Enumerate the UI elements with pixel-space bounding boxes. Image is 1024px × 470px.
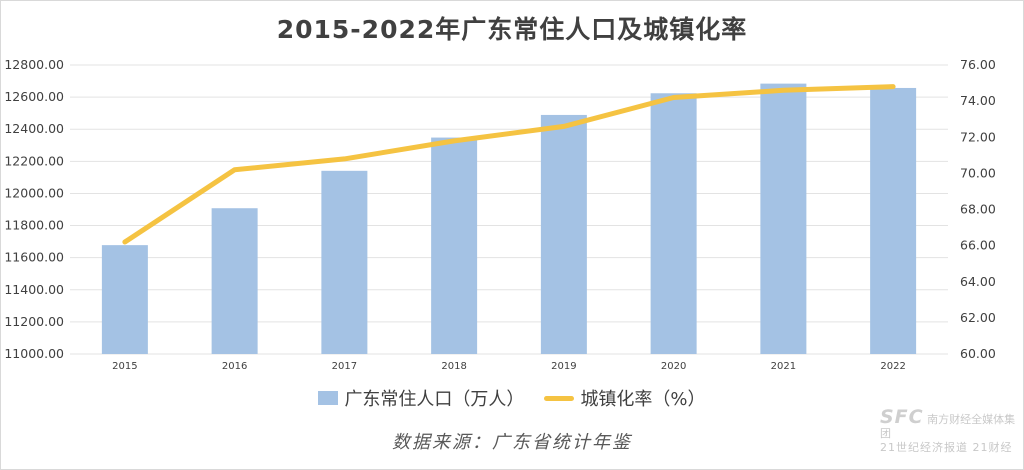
right-axis-ticks: 60.00 62.00 64.00 66.00 68.00 70.00 72.00 74.00… <box>960 57 996 361</box>
right-tick-label: 76.00 <box>960 57 996 72</box>
left-tick-label: 11400.00 <box>4 282 64 297</box>
left-tick-label: 11200.00 <box>4 314 64 329</box>
legend-label-urbanization: 城镇化率（%） <box>580 389 706 410</box>
x-tick-label: 2020 <box>661 361 686 372</box>
left-tick-label: 11800.00 <box>4 218 64 233</box>
legend: 广东常住人口（万人） 城镇化率（%） <box>0 384 1024 412</box>
watermark-logo-text: SFC <box>880 406 924 428</box>
legend-swatch-line <box>544 395 575 401</box>
gridlines <box>70 64 948 355</box>
chart-title: 2015-2022年广东常住人口及城镇化率 <box>276 15 748 44</box>
population-bars <box>101 83 917 355</box>
right-tick-label: 72.00 <box>960 129 996 144</box>
watermark-logo: SFC 南方财经全媒体集团 21世纪经济报道 21财经 <box>880 408 1016 455</box>
population-bar <box>101 245 148 354</box>
population-bar <box>870 87 917 354</box>
watermark-org: 南方财经全媒体集团 <box>880 413 1016 440</box>
right-tick-label: 62.00 <box>960 310 996 325</box>
population-bar <box>540 114 587 355</box>
right-tick-label: 68.00 <box>960 202 996 217</box>
legend-item-population: 广东常住人口（万人） <box>318 385 524 411</box>
urbanization-line-path <box>122 84 896 245</box>
urbanization-line <box>122 84 896 245</box>
x-tick-label: 2015 <box>112 361 137 372</box>
x-tick-label: 2018 <box>441 361 466 372</box>
population-bar <box>650 93 697 354</box>
x-tick-label: 2019 <box>551 361 576 372</box>
population-bar <box>211 208 258 354</box>
population-bar <box>431 137 478 354</box>
legend-label-population: 广东常住人口（万人） <box>344 389 525 410</box>
legend-swatch-bar <box>318 391 339 405</box>
left-tick-label: 12600.00 <box>4 89 64 104</box>
right-tick-label: 74.00 <box>960 93 996 108</box>
watermark-sub: 21世纪经济报道 21财经 <box>880 441 1013 454</box>
x-tick-label: 2017 <box>332 361 357 372</box>
population-bar <box>321 170 368 354</box>
right-tick-label: 70.00 <box>960 165 996 180</box>
x-tick-label: 2016 <box>222 361 247 372</box>
legend-item-urbanization: 城镇化率（%） <box>544 385 706 411</box>
source-note: 数据来源：广东省统计年鉴 <box>392 432 632 453</box>
left-tick-label: 11600.00 <box>4 250 64 265</box>
left-tick-label: 12200.00 <box>4 153 64 168</box>
left-axis-ticks: 11000.00 11200.00 11400.00 11600.00 11800.00… <box>4 57 64 361</box>
x-tick-label: 2022 <box>880 361 905 372</box>
left-tick-label: 12400.00 <box>4 121 64 136</box>
right-tick-label: 64.00 <box>960 274 996 289</box>
x-tick-label: 2021 <box>771 361 796 372</box>
population-bar <box>760 83 807 354</box>
right-tick-label: 60.00 <box>960 346 996 361</box>
x-axis-ticks: 2015 2016 2017 2018 2019 2020 2021 2022 <box>112 361 906 372</box>
left-tick-label: 12800.00 <box>4 57 64 72</box>
left-tick-label: 12000.00 <box>4 185 64 200</box>
right-tick-label: 66.00 <box>960 238 996 253</box>
left-tick-label: 11000.00 <box>4 346 64 361</box>
